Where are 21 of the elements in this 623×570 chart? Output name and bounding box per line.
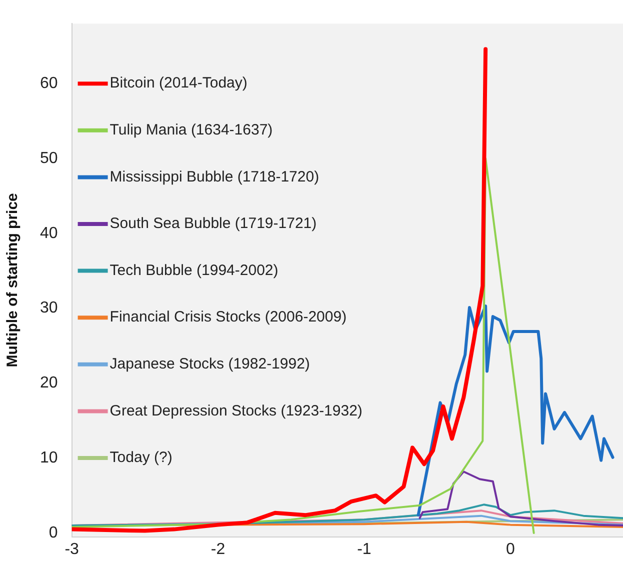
- legend-label: Japanese Stocks (1982-1992): [110, 356, 310, 373]
- y-tick-label: 20: [40, 374, 58, 392]
- y-tick-label: 0: [48, 524, 58, 542]
- y-tick-label: 40: [40, 224, 58, 242]
- y-tick-label: 30: [40, 300, 58, 317]
- legend-label: Tulip Mania (1634-1637): [110, 122, 273, 139]
- x-tick-label: 0: [506, 540, 515, 558]
- y-tick-label: 10: [40, 450, 58, 467]
- legend-label: Financial Crisis Stocks (2006-2009): [110, 308, 347, 326]
- legend-label: Today (?): [110, 449, 172, 466]
- y-tick-label: 50: [40, 150, 58, 167]
- legend-label: Bitcoin (2014-Today): [110, 74, 248, 92]
- legend-label: South Sea Bubble (1719-1721): [110, 215, 317, 232]
- legend-label: Mississippi Bubble (1718-1720): [110, 168, 320, 186]
- y-tick-label: 60: [40, 74, 58, 92]
- x-tick-label: -2: [210, 540, 226, 558]
- legend-label: Tech Bubble (1994-2002): [110, 262, 278, 279]
- x-tick-label: -1: [357, 540, 372, 558]
- x-tick-label: -3: [64, 540, 80, 558]
- legend-label: Great Depression Stocks (1923-1932): [110, 402, 362, 420]
- y-axis-title: Multiple of starting price: [4, 193, 22, 368]
